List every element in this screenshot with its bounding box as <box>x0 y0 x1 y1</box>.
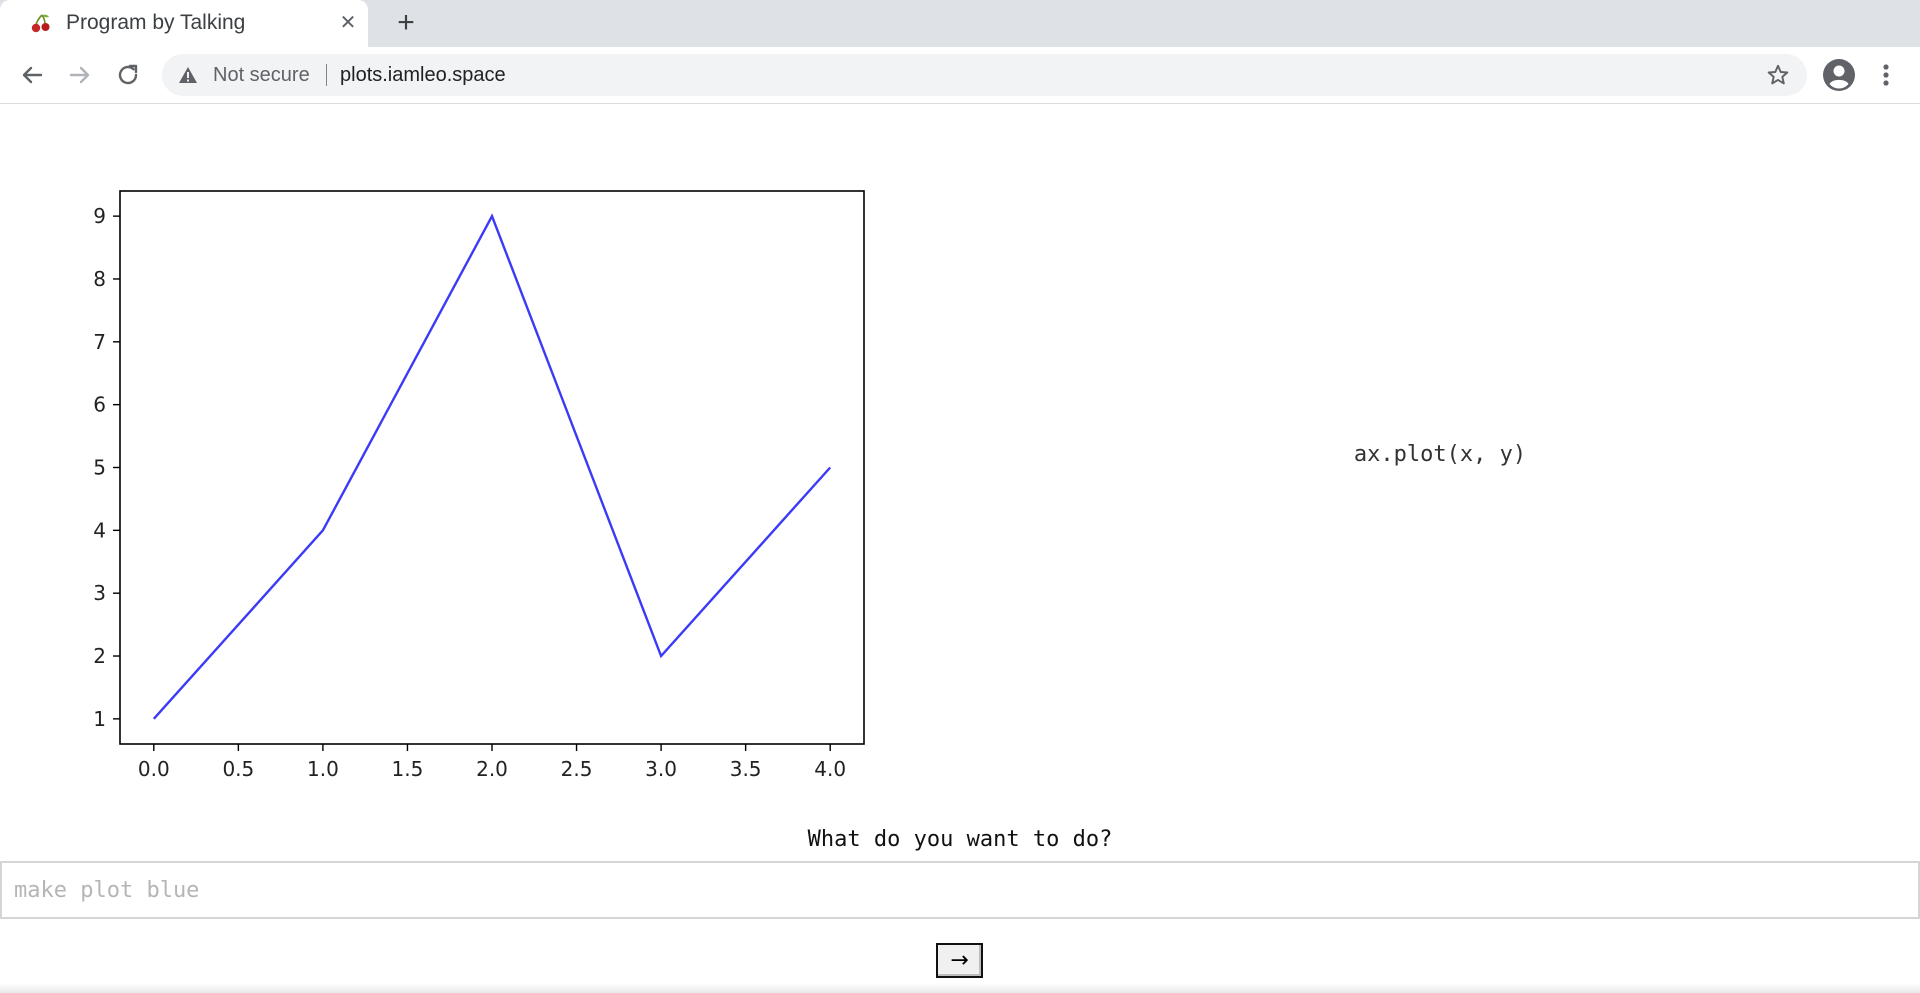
x-tick-label: 0.0 <box>138 757 170 781</box>
x-tick-label: 1.5 <box>392 757 424 781</box>
plus-icon[interactable]: + <box>397 6 415 39</box>
arrow-right-icon[interactable] <box>64 59 96 91</box>
address-bar[interactable]: Not secure plots.iamleo.space <box>162 54 1807 96</box>
y-tick-label: 4 <box>93 518 106 542</box>
line-chart: 0.0 0.5 1.0 1.5 2.0 2.5 3.0 3.5 4.0 1 2 3 4 5 6 7 8 9 <box>93 190 865 781</box>
y-tick-label: 7 <box>93 330 106 354</box>
prompt-label: What do you want to do? <box>807 827 1113 852</box>
browser-toolbar: Not secure plots.iamleo.space <box>0 47 1920 104</box>
x-tick-label: 3.5 <box>730 757 762 781</box>
tab-strip: Program by Talking ✕ + <box>0 0 1920 47</box>
kebab-menu-icon[interactable] <box>1874 59 1898 91</box>
y-tick-label: 8 <box>93 267 106 291</box>
y-tick-label: 5 <box>93 456 106 480</box>
y-tick-label: 6 <box>93 393 106 417</box>
code-snippet: ax.plot(x, y) <box>1353 442 1527 467</box>
x-tick-label: 1.0 <box>307 757 339 781</box>
star-icon[interactable] <box>1766 63 1790 87</box>
page-bottom-shade <box>0 983 1920 993</box>
submit-button[interactable]: → <box>936 943 983 978</box>
security-label[interactable]: Not secure <box>213 64 310 86</box>
omnibox-divider <box>326 64 327 86</box>
series-line <box>152 213 832 720</box>
x-tick-label: 2.5 <box>561 757 593 781</box>
y-tick-label: 2 <box>93 644 106 668</box>
y-tick-label: 9 <box>93 204 106 228</box>
reload-icon[interactable] <box>112 59 144 91</box>
y-tick-label: 3 <box>93 581 106 605</box>
plot-frame <box>119 190 865 745</box>
arrow-left-icon[interactable] <box>16 59 48 91</box>
active-tab[interactable]: Program by Talking ✕ <box>0 0 368 47</box>
close-icon[interactable]: ✕ <box>339 12 357 34</box>
x-tick-label: 4.0 <box>814 757 846 781</box>
x-tick-label: 3.0 <box>645 757 677 781</box>
url-text[interactable]: plots.iamleo.space <box>340 64 506 86</box>
x-tick-label: 2.0 <box>476 757 508 781</box>
warning-icon[interactable] <box>178 65 198 85</box>
cherry-icon <box>31 14 50 33</box>
tab-title: Program by Talking <box>66 11 246 34</box>
y-tick-label: 1 <box>93 707 106 731</box>
prompt-input[interactable] <box>0 861 1920 919</box>
avatar-icon[interactable] <box>1822 58 1856 92</box>
x-tick-label: 0.5 <box>222 757 254 781</box>
